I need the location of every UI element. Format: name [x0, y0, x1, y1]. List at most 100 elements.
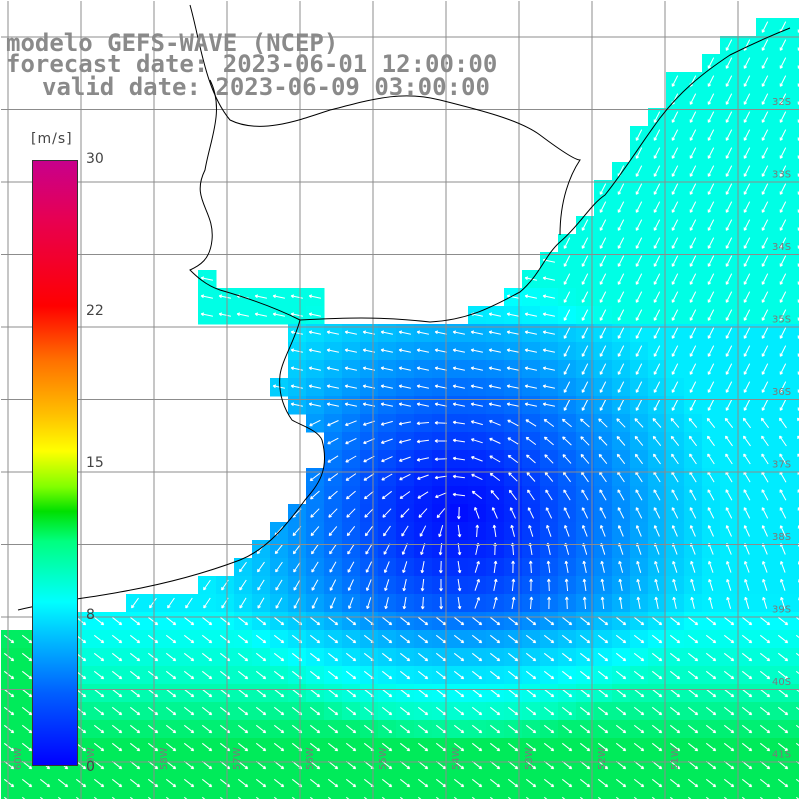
wind-arrow — [416, 421, 430, 426]
wind-arrow — [417, 652, 429, 662]
wind-arrow — [635, 399, 643, 411]
wind-arrow — [741, 616, 753, 626]
wind-arrow — [493, 596, 498, 609]
wind-arrow — [561, 724, 573, 734]
wind-arrow — [308, 402, 321, 407]
wind-arrow — [345, 616, 357, 626]
lon-label: 55W — [378, 747, 389, 770]
wind-arrow — [111, 670, 123, 680]
wind-arrow — [743, 489, 751, 501]
wind-arrow — [380, 384, 393, 389]
wind-arrow — [618, 560, 624, 573]
wind-arrow — [689, 309, 697, 321]
wind-arrow — [651, 760, 663, 770]
wind-arrow — [723, 616, 735, 626]
wind-arrow — [237, 796, 243, 800]
wind-arrow — [779, 273, 787, 285]
wind-arrow — [471, 796, 477, 800]
wind-arrow — [311, 597, 319, 609]
lat-label: 37S — [772, 460, 791, 471]
wind-arrow — [761, 399, 769, 411]
wind-arrow — [471, 616, 483, 626]
wind-arrow — [633, 760, 645, 770]
wind-arrow — [633, 742, 645, 752]
wind-arrow — [707, 489, 715, 501]
wind-arrow — [651, 670, 663, 680]
wind-arrow — [688, 417, 698, 428]
wind-arrow — [689, 273, 697, 285]
wind-arrow — [165, 652, 177, 662]
wind-arrow — [743, 345, 751, 357]
wind-arrow — [599, 345, 607, 357]
wind-arrow — [618, 596, 623, 609]
wind-arrow — [308, 294, 321, 299]
wind-arrow — [761, 291, 769, 303]
wind-arrow — [470, 366, 483, 371]
wind-arrow — [434, 457, 448, 462]
wind-arrow — [93, 688, 105, 698]
wind-arrow — [563, 489, 571, 501]
wind-arrow — [599, 327, 607, 339]
wind-arrow — [309, 616, 321, 626]
wind-arrow — [308, 312, 321, 317]
wind-arrow — [689, 219, 697, 231]
wind-arrow — [723, 706, 735, 716]
lat-label: 40S — [772, 677, 791, 688]
wind-arrow — [779, 147, 787, 159]
wind-arrow — [708, 596, 713, 609]
wind-arrow — [579, 688, 591, 698]
wind-arrow — [617, 255, 625, 267]
wind-arrow — [383, 561, 390, 573]
wind-arrow — [474, 597, 480, 609]
wind-arrow — [273, 724, 285, 734]
wind-arrow — [561, 652, 573, 662]
wind-arrow — [633, 796, 639, 800]
wind-arrow — [669, 760, 681, 770]
wind-arrow — [345, 778, 357, 788]
wind-arrow — [237, 652, 249, 662]
wind-arrow — [582, 578, 587, 591]
wind-arrow — [434, 402, 447, 407]
wind-arrow — [795, 616, 800, 621]
wind-arrow — [165, 634, 177, 644]
wind-arrow — [707, 201, 715, 213]
wind-arrow — [707, 219, 715, 231]
wind-arrow — [273, 796, 279, 800]
wind-arrow — [616, 436, 626, 446]
wind-arrow — [726, 561, 732, 573]
wind-arrow — [690, 596, 695, 609]
wind-arrow — [725, 93, 733, 105]
wind-arrow — [743, 93, 751, 105]
wind-arrow — [147, 742, 159, 752]
wind-arrow — [272, 312, 285, 317]
wind-arrow — [759, 724, 771, 734]
wind-arrow — [543, 418, 555, 427]
wind-arrow — [744, 578, 750, 591]
wind-arrow — [506, 402, 519, 407]
wind-arrow — [507, 670, 519, 680]
wind-arrow — [218, 294, 231, 299]
wind-arrow — [398, 456, 411, 462]
wind-arrow — [759, 670, 771, 680]
wind-arrow — [759, 652, 771, 662]
wind-arrow — [669, 778, 681, 788]
wind-arrow — [420, 596, 425, 610]
wind-arrow — [542, 402, 555, 407]
wind-arrow — [615, 634, 627, 644]
wind-arrow — [21, 670, 33, 680]
wind-arrow — [761, 39, 769, 51]
wind-arrow — [653, 273, 661, 285]
wind-arrow — [615, 724, 627, 734]
wind-arrow — [743, 201, 751, 213]
wind-arrow — [599, 273, 607, 285]
wind-arrow — [707, 453, 715, 465]
wind-arrow — [687, 724, 699, 734]
wind-arrow — [345, 490, 356, 500]
wind-arrow — [384, 597, 389, 610]
wind-arrow — [542, 276, 555, 281]
wind-arrow — [671, 507, 679, 519]
wind-arrow — [615, 706, 627, 716]
wind-arrow — [309, 652, 321, 662]
wind-arrow — [470, 420, 483, 426]
